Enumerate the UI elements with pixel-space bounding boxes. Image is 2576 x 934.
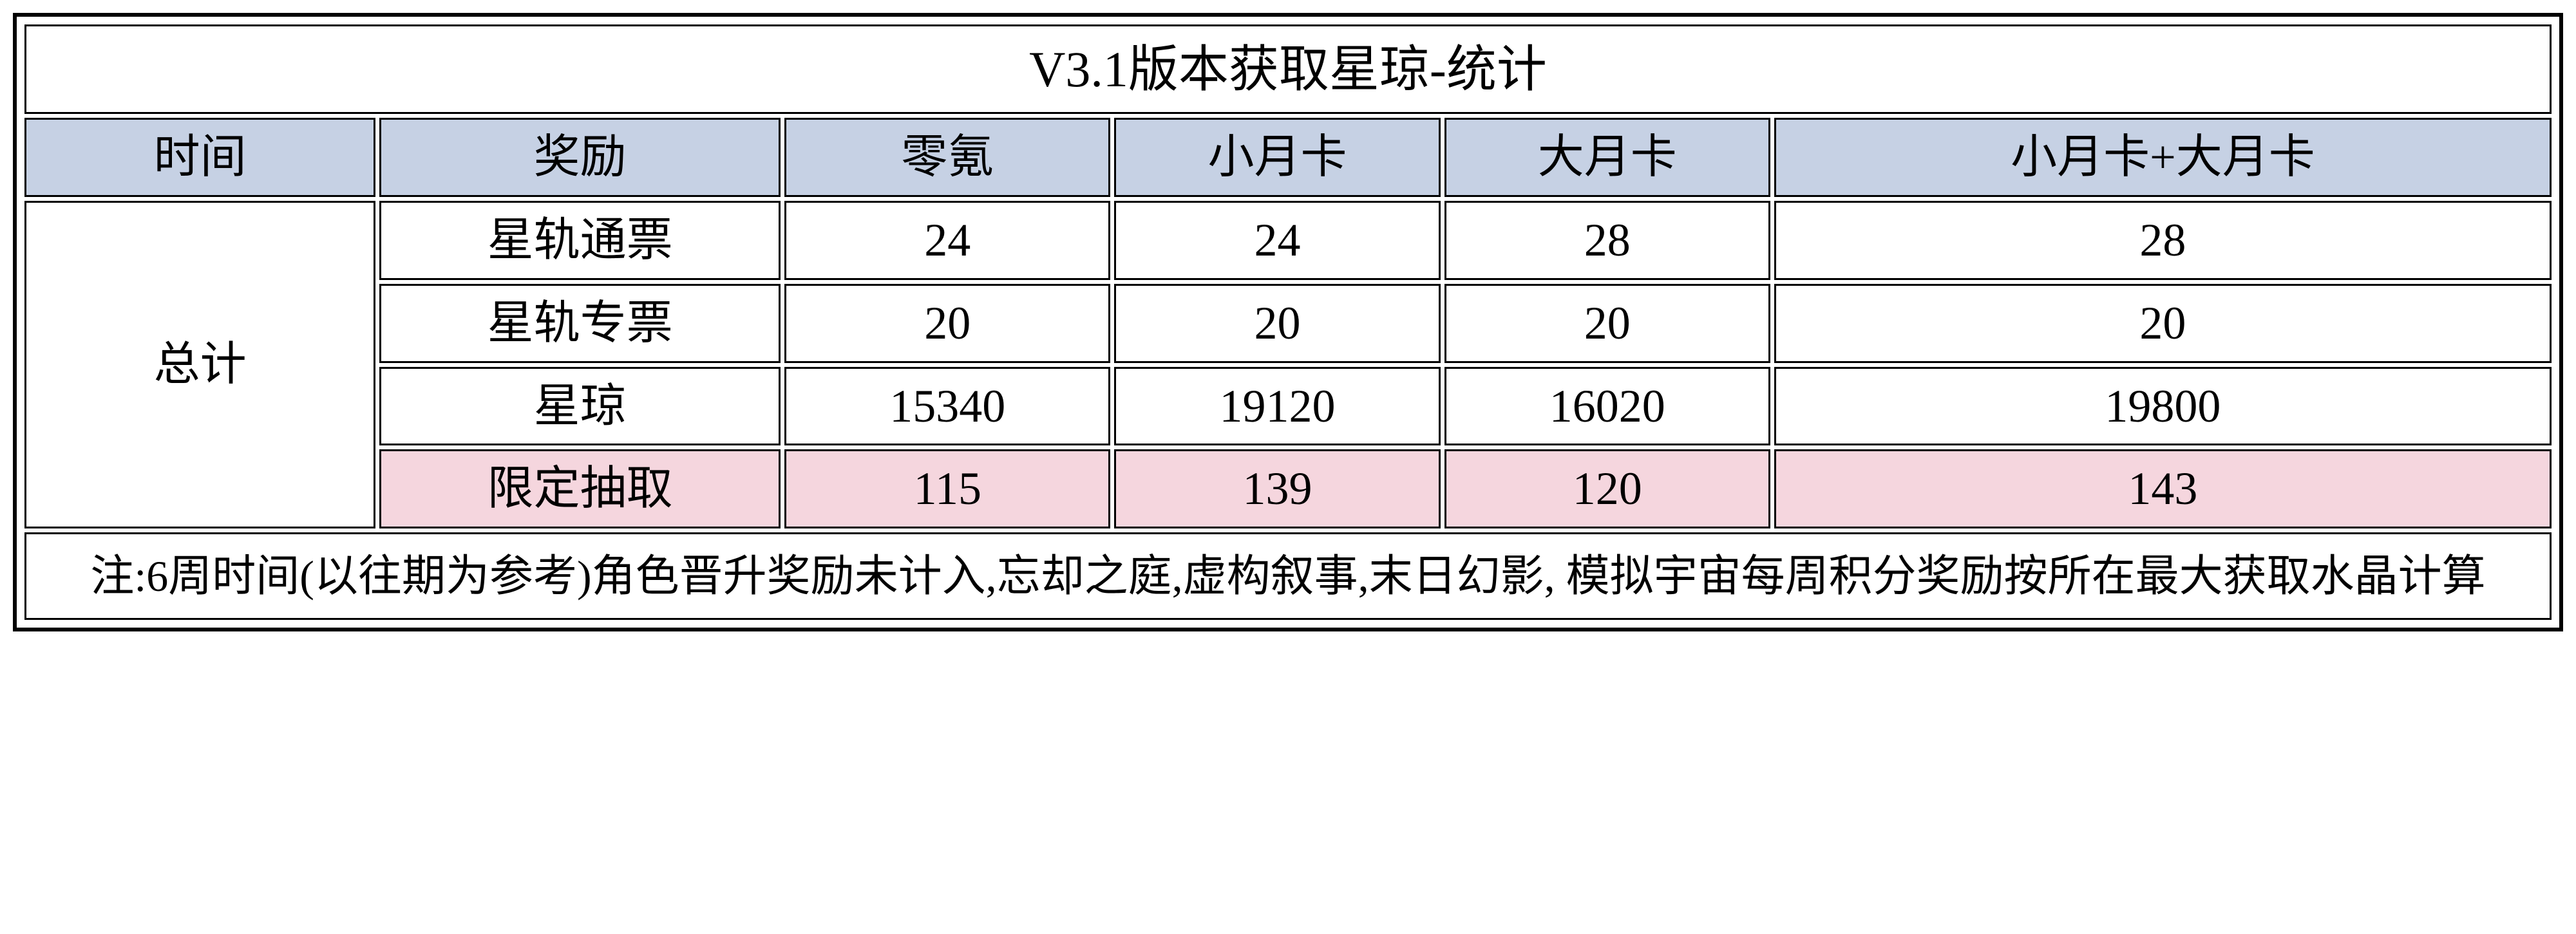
cell-value: 120 bbox=[1444, 449, 1770, 528]
table-title: V3.1版本获取星琼-统计 bbox=[24, 24, 2552, 114]
cell-value: 24 bbox=[784, 201, 1110, 280]
header-col-a: 零氪 bbox=[784, 118, 1110, 197]
stats-table: V3.1版本获取星琼-统计 时间 奖励 零氪 小月卡 大月卡 小月卡+大月卡 总… bbox=[21, 21, 2555, 624]
note-row: 注:6周时间(以往期为参考)角色晋升奖励未计入,忘却之庭,虚构叙事,末日幻影, … bbox=[24, 532, 2552, 620]
cell-reward: 星轨专票 bbox=[379, 284, 781, 363]
header-col-c: 大月卡 bbox=[1444, 118, 1770, 197]
cell-value: 28 bbox=[1444, 201, 1770, 280]
cell-value: 16020 bbox=[1444, 367, 1770, 446]
cell-value: 19800 bbox=[1774, 367, 2552, 446]
header-reward: 奖励 bbox=[379, 118, 781, 197]
header-time: 时间 bbox=[24, 118, 375, 197]
cell-value: 19120 bbox=[1114, 367, 1440, 446]
row-group-label: 总计 bbox=[24, 201, 375, 528]
cell-value: 24 bbox=[1114, 201, 1440, 280]
cell-value: 20 bbox=[1444, 284, 1770, 363]
cell-value: 20 bbox=[784, 284, 1110, 363]
cell-value: 15340 bbox=[784, 367, 1110, 446]
cell-reward: 限定抽取 bbox=[379, 449, 781, 528]
header-col-b: 小月卡 bbox=[1114, 118, 1440, 197]
data-row: 星琼 15340 19120 16020 19800 bbox=[24, 367, 2552, 446]
cell-value: 139 bbox=[1114, 449, 1440, 528]
note-text: 注:6周时间(以往期为参考)角色晋升奖励未计入,忘却之庭,虚构叙事,末日幻影, … bbox=[24, 532, 2552, 620]
data-row: 总计 星轨通票 24 24 28 28 bbox=[24, 201, 2552, 280]
table-container: V3.1版本获取星琼-统计 时间 奖励 零氪 小月卡 大月卡 小月卡+大月卡 总… bbox=[13, 13, 2563, 631]
header-col-d: 小月卡+大月卡 bbox=[1774, 118, 2552, 197]
cell-value: 20 bbox=[1774, 284, 2552, 363]
data-row-highlight: 限定抽取 115 139 120 143 bbox=[24, 449, 2552, 528]
cell-reward: 星轨通票 bbox=[379, 201, 781, 280]
cell-value: 28 bbox=[1774, 201, 2552, 280]
cell-reward: 星琼 bbox=[379, 367, 781, 446]
data-row: 星轨专票 20 20 20 20 bbox=[24, 284, 2552, 363]
cell-value: 115 bbox=[784, 449, 1110, 528]
cell-value: 143 bbox=[1774, 449, 2552, 528]
header-row: 时间 奖励 零氪 小月卡 大月卡 小月卡+大月卡 bbox=[24, 118, 2552, 197]
title-row: V3.1版本获取星琼-统计 bbox=[24, 24, 2552, 114]
cell-value: 20 bbox=[1114, 284, 1440, 363]
